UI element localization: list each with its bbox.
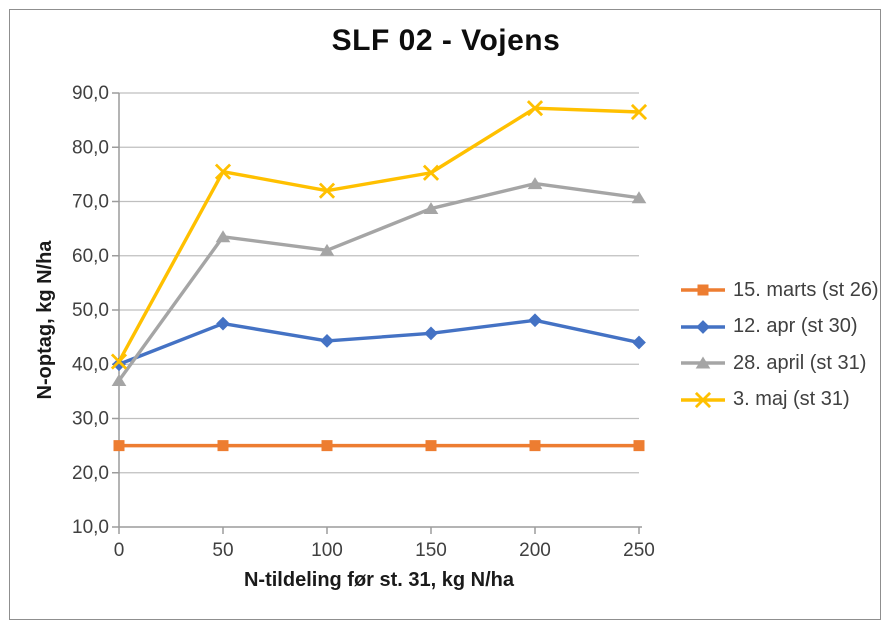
marker-triangle xyxy=(319,243,335,256)
legend-item: 3. maj (st 31) xyxy=(681,382,879,419)
x-tick-label: 250 xyxy=(623,540,655,561)
y-tick-label: 10,0 xyxy=(72,517,109,538)
marker-x xyxy=(526,100,544,117)
x-tick-label: 100 xyxy=(311,540,343,561)
y-tick-label: 40,0 xyxy=(72,354,109,375)
series-line xyxy=(117,181,641,383)
marker-x xyxy=(110,353,128,370)
marker-diamond xyxy=(424,326,438,341)
marker-x xyxy=(422,164,440,181)
marker-triangle xyxy=(111,374,127,387)
marker-triangle xyxy=(631,191,647,204)
legend: 15. marts (st 26) 12. apr (st 30) 28. apri… xyxy=(681,272,879,418)
x-tick-label: 200 xyxy=(519,540,551,561)
y-tick-label: 70,0 xyxy=(72,192,109,213)
y-tick-label: 50,0 xyxy=(72,300,109,321)
chart-title: SLF 02 - Vojens xyxy=(331,24,561,57)
legend-label: 15. marts (st 26) xyxy=(733,278,879,301)
legend-marker-x xyxy=(681,391,725,408)
series-line xyxy=(117,318,641,366)
marker-diamond xyxy=(112,357,126,372)
legend-marker-triangle xyxy=(681,356,725,369)
legend-marker-square xyxy=(681,284,725,296)
marker-square xyxy=(425,440,437,452)
marker-diamond xyxy=(320,334,334,348)
y-tick-label: 90,0 xyxy=(72,83,109,104)
legend-label: 28. april (st 31) xyxy=(733,351,867,374)
marker-x xyxy=(630,103,648,121)
marker-triangle xyxy=(423,202,439,215)
y-tick-label: 60,0 xyxy=(72,246,109,267)
marker-triangle xyxy=(527,177,543,190)
marker-x xyxy=(318,182,336,199)
y-tick-label: 80,0 xyxy=(72,137,109,158)
marker-x xyxy=(214,163,232,180)
marker-square xyxy=(321,440,333,452)
y-tick-label: 20,0 xyxy=(72,463,109,484)
marker-diamond xyxy=(632,335,646,350)
legend-item: 28. april (st 31) xyxy=(681,345,879,382)
series-line xyxy=(117,106,641,364)
legend-item: 12. apr (st 30) xyxy=(681,309,879,346)
legend-label: 3. maj (st 31) xyxy=(733,388,850,411)
x-axis-title: N-tildeling før st. 31, kg N/ha xyxy=(243,569,515,591)
marker-square xyxy=(217,440,229,452)
x-tick-label: 150 xyxy=(415,540,447,561)
legend-label: 12. apr (st 30) xyxy=(733,315,858,338)
legend-item: 15. marts (st 26) xyxy=(681,272,879,309)
marker-square xyxy=(529,440,541,452)
legend-marker-diamond xyxy=(681,319,725,334)
marker-square xyxy=(633,440,645,452)
marker-triangle xyxy=(215,230,231,243)
marker-square xyxy=(113,440,125,452)
y-tick-label: 30,0 xyxy=(72,409,109,430)
marker-diamond xyxy=(528,313,542,328)
x-tick-label: 0 xyxy=(114,540,125,561)
marker-diamond xyxy=(216,316,230,331)
x-tick-label: 50 xyxy=(212,540,233,561)
